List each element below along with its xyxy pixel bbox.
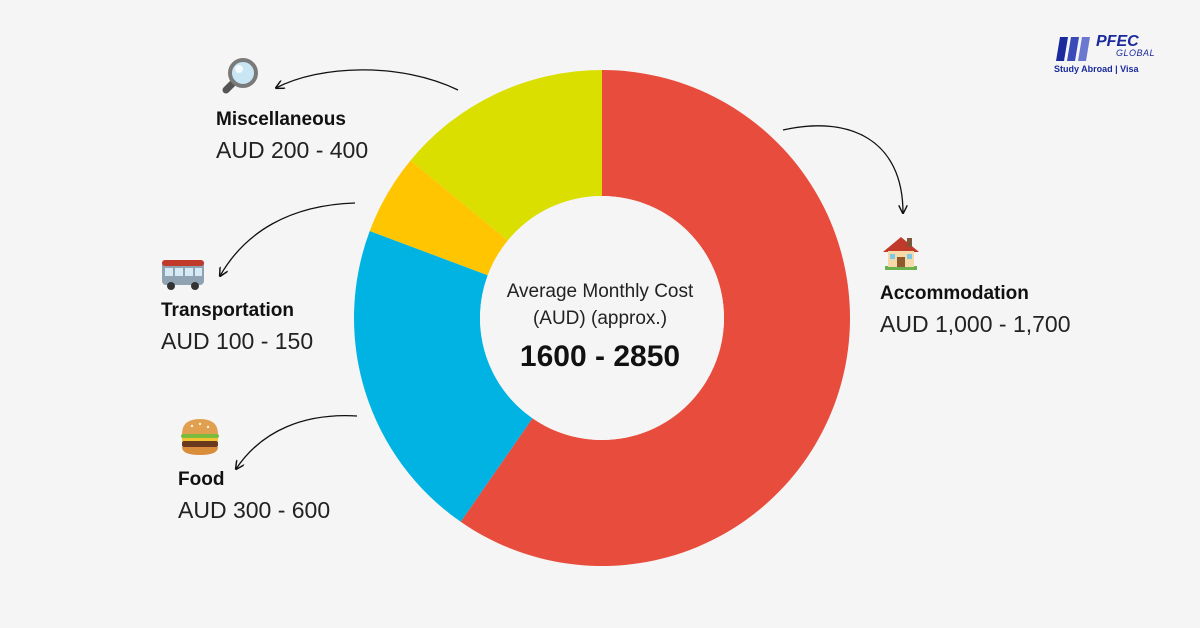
- label-food: Food AUD 300 - 600: [178, 469, 330, 524]
- logo-brand-sub: GLOBAL: [1116, 48, 1156, 58]
- logo-bars-icon: [1056, 37, 1090, 61]
- arrow-transportation: [220, 202, 356, 276]
- category-range: AUD 100 - 150: [161, 328, 314, 354]
- category-name: Transportation: [161, 300, 295, 321]
- burger-icon: [178, 416, 222, 463]
- category-range: AUD 1,000 - 1,700: [880, 311, 1071, 337]
- category-name: Accommodation: [880, 283, 1029, 304]
- label-accommodation: Accommodation AUD 1,000 - 1,700: [880, 283, 1071, 338]
- pfec-logo: PFEC GLOBAL Study Abroad | Visa: [1052, 34, 1172, 78]
- magnifier-icon: [217, 55, 261, 104]
- slice-transportation: [369, 160, 508, 276]
- house-icon: [880, 232, 922, 279]
- logo-brand: PFEC: [1096, 33, 1139, 50]
- donut-hole: [480, 196, 724, 440]
- arrow-food: [236, 415, 358, 469]
- bus-icon: [160, 256, 206, 297]
- label-transportation: Transportation AUD 100 - 150: [161, 300, 313, 355]
- logo-tagline: Study Abroad | Visa: [1054, 64, 1139, 74]
- center-total: 1600 - 2850: [519, 340, 681, 373]
- slice-miscellaneous: [410, 69, 602, 241]
- arrow-accommodation: [782, 125, 903, 213]
- category-name: Food: [178, 469, 225, 490]
- label-miscellaneous: Miscellaneous AUD 200 - 400: [216, 109, 368, 164]
- slice-accommodation: [460, 70, 850, 566]
- category-range: AUD 300 - 600: [178, 497, 331, 523]
- category-name: Miscellaneous: [216, 109, 346, 130]
- category-range: AUD 200 - 400: [216, 137, 369, 163]
- center-title-line2: (AUD) (approx.): [532, 308, 668, 329]
- center-label: Average Monthly Cost (AUD) (approx.) 160…: [460, 278, 740, 374]
- arrow-miscellaneous: [276, 69, 459, 91]
- center-title-line1: Average Monthly Cost: [506, 281, 694, 302]
- slice-food: [353, 231, 533, 522]
